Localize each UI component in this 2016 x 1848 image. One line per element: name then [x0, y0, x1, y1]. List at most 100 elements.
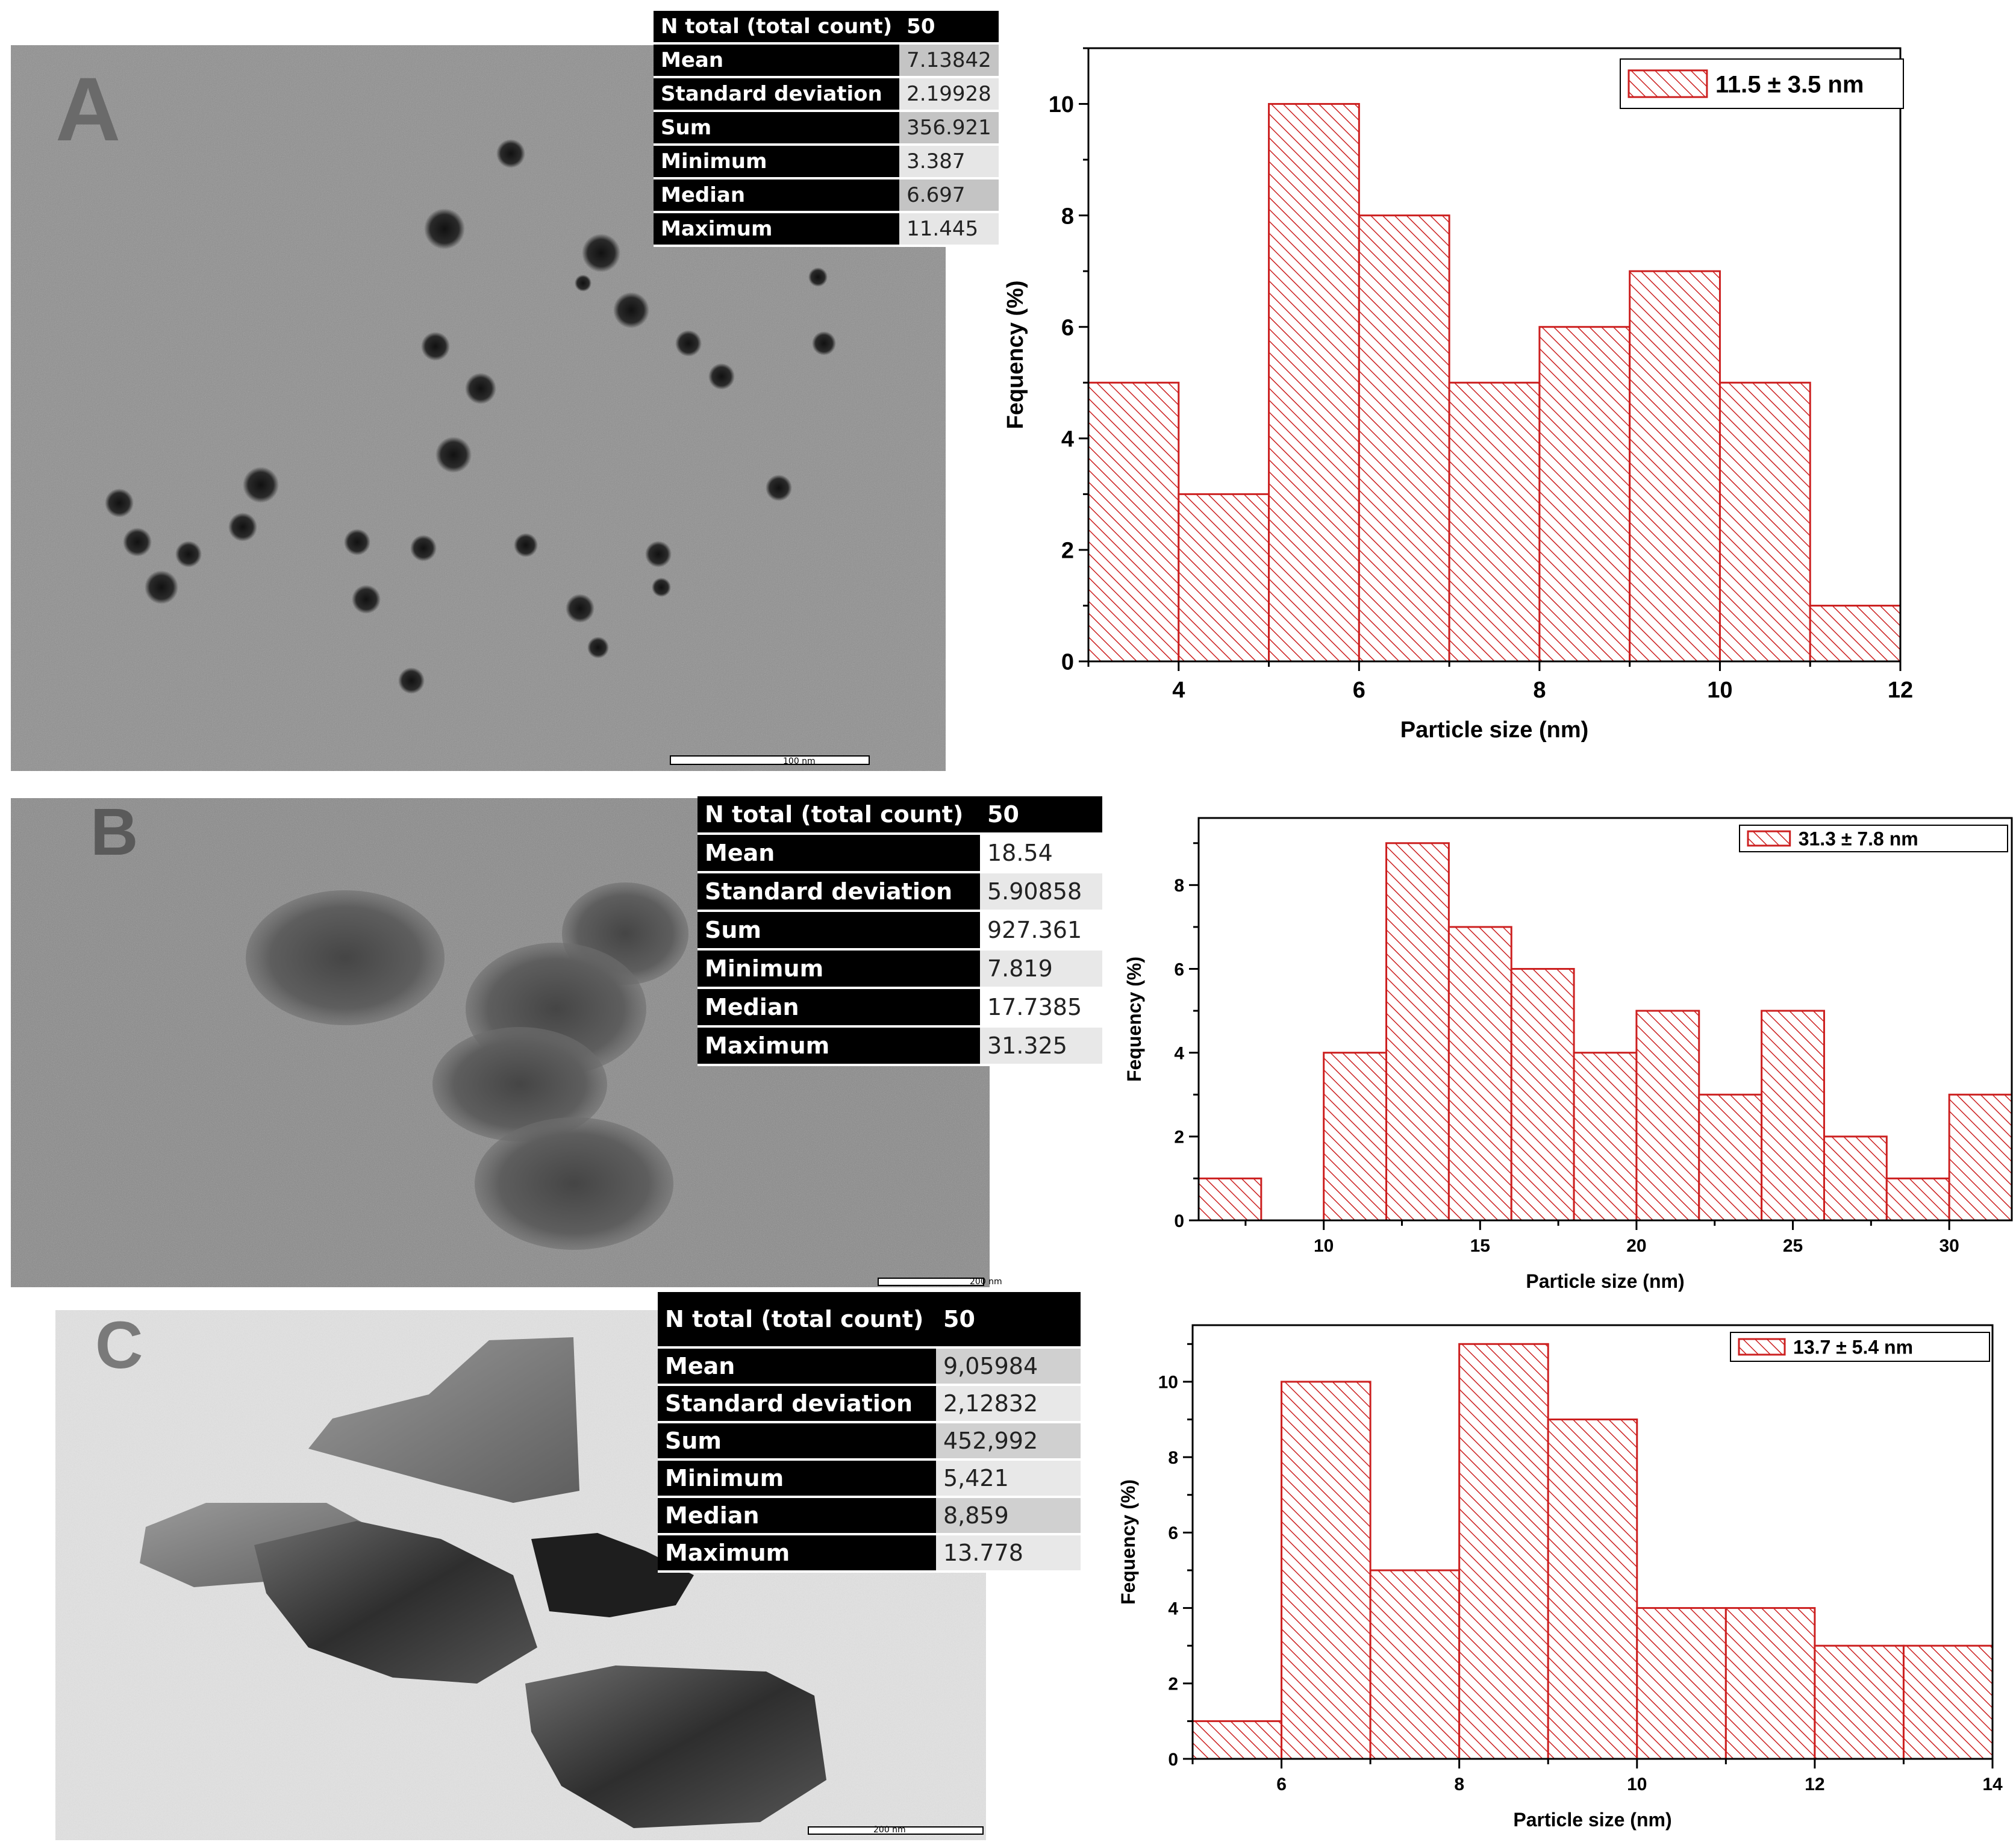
stats-value: 11.445 [899, 212, 999, 247]
x-tick-label: 10 [1627, 1775, 1647, 1794]
stats-label: N total (total count) [654, 11, 900, 45]
histogram-bar [1902, 1644, 1994, 1760]
y-tick-label: 10 [1158, 1373, 1178, 1393]
histogram-bar [1823, 1135, 1888, 1222]
y-tick-label: 10 [1049, 92, 1074, 117]
histogram-bar [1885, 1177, 1950, 1222]
histogram-bar [1281, 1381, 1372, 1760]
histogram-bar [1510, 968, 1575, 1222]
histogram-bar [1385, 842, 1450, 1222]
stats-label: Standard deviation [654, 77, 900, 112]
histogram-bar [1358, 214, 1450, 663]
stats-row: Standard deviation 5.90858 [697, 872, 1102, 912]
stats-row: Sum 452,992 [658, 1422, 1081, 1461]
x-tick-label: 12 [1805, 1775, 1824, 1794]
x-tick-label: 12 [1888, 678, 1913, 703]
stats-value: 5.90858 [980, 872, 1102, 912]
x-axis-label: Particle size (nm) [1526, 1270, 1684, 1292]
stats-value: 8,859 [936, 1496, 1081, 1535]
histogram-bar [1724, 1607, 1816, 1760]
x-axis-label: Particle size (nm) [1513, 1809, 1671, 1831]
stats-value: 356.921 [899, 111, 999, 146]
y-tick-label: 8 [1061, 204, 1074, 229]
stats-label: Mean [658, 1347, 936, 1386]
y-tick-label: 4 [1168, 1599, 1178, 1619]
scale-bar-label-c: 200 nm [873, 1825, 906, 1835]
histogram-bar [1323, 1052, 1388, 1222]
stats-value: 9,05984 [936, 1347, 1081, 1386]
stats-row: Mean 9,05984 [658, 1347, 1081, 1386]
stats-row: Median 8,859 [658, 1496, 1081, 1535]
panel-letter-b: B [90, 795, 139, 869]
x-tick-label: 4 [1172, 678, 1185, 703]
x-tick-label: 8 [1533, 678, 1546, 703]
x-tick-label: 25 [1783, 1236, 1803, 1256]
stats-value: 2.19928 [899, 77, 999, 112]
x-tick-label: 20 [1626, 1236, 1646, 1256]
stats-label: Maximum [697, 1026, 980, 1066]
stats-value: 18.54 [980, 834, 1102, 873]
y-tick-label: 6 [1168, 1523, 1178, 1543]
histogram-bar [1458, 1343, 1549, 1760]
y-tick-label: 8 [1168, 1448, 1178, 1468]
y-tick-label: 6 [1174, 960, 1184, 979]
stats-row: Mean 7.13842 [654, 43, 999, 78]
legend-label: 13.7 ± 5.4 nm [1793, 1337, 1913, 1358]
histogram-bar [1761, 1010, 1825, 1222]
legend-swatch [1738, 1338, 1786, 1356]
stats-value: 2,12832 [936, 1384, 1081, 1423]
stats-value: 927.361 [980, 911, 1102, 951]
stats-row: Median 17.7385 [697, 988, 1102, 1028]
stats-table-c: N total (total count) 50 Mean 9,05984 Standa… [658, 1292, 1081, 1573]
stats-label: N total (total count) [697, 796, 980, 835]
histogram-bar [1087, 381, 1180, 663]
stats-value: 13.778 [936, 1534, 1081, 1573]
y-axis-label: Fequency (%) [1117, 1479, 1139, 1605]
stats-label: Sum [658, 1422, 936, 1461]
stats-row: Minimum 5,421 [658, 1459, 1081, 1498]
panel-letter-a: A [55, 58, 121, 160]
stats-label: Mean [654, 43, 900, 78]
stats-row: Maximum 13.778 [658, 1534, 1081, 1573]
stats-label: Sum [654, 111, 900, 146]
histogram-bar [1718, 381, 1811, 663]
histogram-bar [1635, 1010, 1700, 1222]
histogram-bar [1809, 604, 1902, 663]
stats-label: Median [697, 988, 980, 1028]
stats-label: Minimum [658, 1459, 936, 1498]
histogram-b: 10 15 20 25 30 0 2 4 6 8 Particle size (nm) Fequenc… [1084, 807, 2016, 1295]
legend-label: 11.5 ± 3.5 nm [1715, 71, 1864, 98]
histogram-bar [1447, 926, 1512, 1222]
scale-bar-label-a: 100 nm [783, 757, 816, 766]
y-axis-label: Fequency (%) [1123, 957, 1145, 1082]
histogram-bar [1538, 326, 1631, 663]
stats-label: Sum [697, 911, 980, 951]
histogram-bar [1629, 270, 1721, 663]
legend-swatch [1747, 830, 1791, 847]
stats-value: 7.819 [980, 949, 1102, 989]
x-axis-label: Particle size (nm) [1400, 717, 1589, 743]
stats-value: 50 [899, 11, 999, 45]
histogram-bar [1698, 1093, 1763, 1222]
x-tick-label: 10 [1314, 1236, 1334, 1256]
histogram-bar [1178, 493, 1270, 663]
plot-frame [1087, 47, 1902, 663]
stats-label: Standard deviation [658, 1384, 936, 1423]
x-tick-label: 14 [1982, 1775, 2003, 1794]
stats-row: N total (total count) 50 [658, 1292, 1081, 1349]
histogram-bar [1197, 1177, 1262, 1222]
y-tick-label: 6 [1061, 315, 1074, 340]
histogram-bar [1948, 1093, 2013, 1222]
x-tick-label: 6 [1353, 678, 1365, 703]
histogram-c: 6 8 10 12 14 0 2 4 6 8 10 Particle size (nm) Fequenc… [1084, 1301, 2016, 1843]
panel-letter-c: C [95, 1308, 143, 1382]
histogram-bar [1268, 103, 1360, 663]
stats-value: 5,421 [936, 1459, 1081, 1498]
stats-label: N total (total count) [658, 1292, 936, 1349]
x-tick-label: 8 [1454, 1775, 1464, 1794]
y-tick-label: 8 [1174, 876, 1184, 896]
x-tick-label: 10 [1707, 678, 1732, 703]
stats-value: 3.387 [899, 145, 999, 179]
stats-label: Standard deviation [697, 872, 980, 912]
